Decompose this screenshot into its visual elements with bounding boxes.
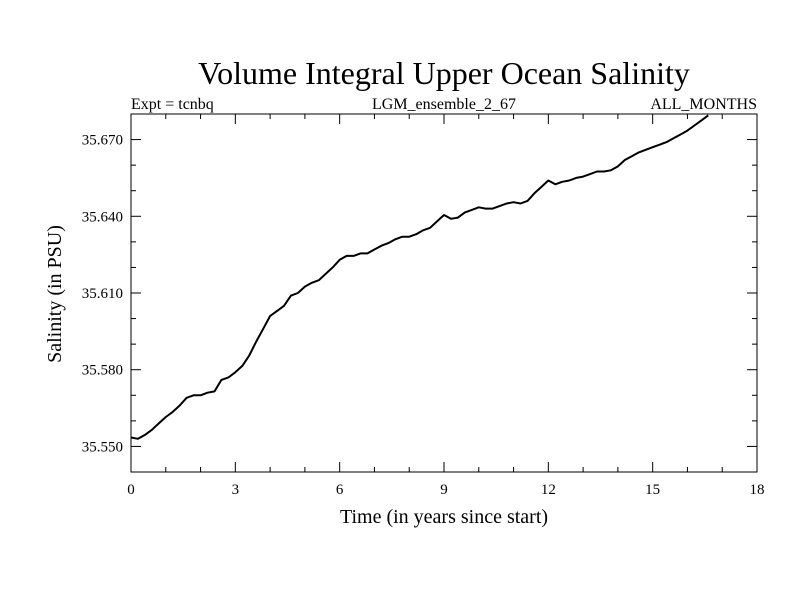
subtitle-months: ALL_MONTHS bbox=[650, 96, 757, 113]
x-tick-label: 12 bbox=[541, 482, 556, 498]
y-tick-label: 35.580 bbox=[82, 363, 123, 379]
subtitle-experiment: Expt = tcnbq bbox=[131, 96, 214, 113]
x-tick-label: 9 bbox=[440, 482, 448, 498]
axis-ticks bbox=[130, 113, 758, 473]
x-tick-label: 6 bbox=[336, 482, 344, 498]
salinity-series-line bbox=[130, 114, 709, 440]
x-tick-label: 18 bbox=[750, 482, 765, 498]
y-tick-label: 35.640 bbox=[82, 209, 123, 225]
x-axis-label: Time (in years since start) bbox=[340, 506, 548, 528]
y-tick-label: 35.610 bbox=[82, 286, 123, 302]
y-tick-label: 35.670 bbox=[82, 133, 123, 149]
plot-frame bbox=[130, 113, 758, 473]
x-tick-label: 0 bbox=[127, 482, 135, 498]
chart-title: Volume Integral Upper Ocean Salinity bbox=[198, 55, 690, 91]
y-axis-label: Salinity (in PSU) bbox=[44, 225, 66, 363]
axis-tick-labels: 0 3 6 9 12 15 18 35.550 35.580 35.610 35.640 35.670 bbox=[82, 133, 765, 498]
series-layer bbox=[130, 114, 709, 440]
subtitle-ensemble: LGM_ensemble_2_67 bbox=[372, 96, 516, 113]
y-tick-label: 35.550 bbox=[82, 439, 123, 455]
x-tick-label: 3 bbox=[232, 482, 240, 498]
x-tick-label: 15 bbox=[645, 482, 660, 498]
